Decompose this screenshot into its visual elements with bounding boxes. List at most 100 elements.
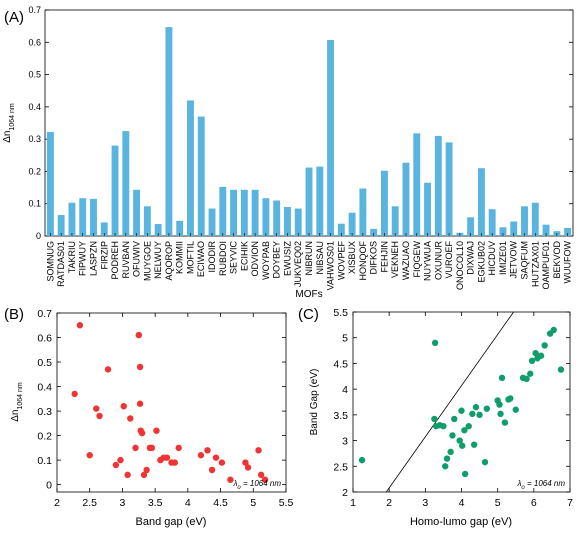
bar-jetvow — [510, 221, 518, 236]
panel-b-data-point — [76, 322, 84, 329]
bar-rubdoi — [219, 186, 227, 236]
panel-c-data-point — [431, 415, 438, 423]
bar-odvion — [251, 189, 259, 236]
panel-c-data-point — [458, 407, 465, 414]
bar-nibsau — [316, 166, 324, 236]
panel-a-ytick-label: 0.7 — [28, 5, 41, 15]
bar-imize01 — [499, 227, 507, 236]
panel-c-xtick-label: 7 — [567, 497, 573, 509]
xtick-label-nibsau: NIBSAU — [315, 241, 325, 275]
panel-c-ytick-label: 5.5 — [333, 307, 348, 319]
xtick-label-nuywua: NUYWUA — [423, 241, 433, 281]
bar-egkub02 — [477, 168, 485, 236]
panel-c-y-axis-label: Band Gap (eV) — [309, 369, 320, 436]
panel-c-data-point — [459, 442, 466, 449]
xtick-label-woypab: WOYPAB — [261, 241, 271, 280]
xtick-label-honqof: HONQOF — [358, 240, 368, 280]
panel-c-data-point — [470, 441, 478, 448]
panel-b-wavelength-note: λo = 1064 nm — [232, 479, 281, 491]
xtick-label-onocol10: ONOCOL10 — [455, 241, 465, 290]
panel-c-data-point — [451, 415, 458, 423]
bar-difkos — [370, 228, 378, 236]
bar-nelwuy — [154, 224, 162, 236]
bar-fipwuy — [79, 198, 87, 236]
xtick-label-wovpef: WOVPEF — [336, 241, 346, 281]
xtick-label-xisbux: XISBUX — [347, 241, 357, 274]
panel-a-bar-chart: 0 0.1 0.2 0.3 0.4 0.5 0.6 0.7 SOMNUG RATDAS01 TAKR… — [2, 5, 574, 300]
xtick-label-moftil: MOFTIL — [185, 241, 195, 274]
panel-c-wavelength-note: λo = 1064 nm — [516, 479, 565, 491]
panel-b-xtick-label: 5 — [250, 497, 256, 509]
xtick-label-aqorop: AQOROP — [164, 241, 174, 281]
panel-b-xtick-label: 2 — [54, 497, 60, 509]
panel-a-ytick-label: 0.5 — [28, 70, 41, 80]
panel-c-ytick-label: 3 — [342, 436, 348, 448]
panel-b-data-point — [132, 444, 139, 452]
bar-oxunur — [434, 135, 442, 236]
panel-b-data-point — [255, 447, 262, 454]
panel-b-ytick-label: 0.2 — [37, 431, 52, 443]
xtick-label-eciwao: ECIWAO — [196, 241, 206, 277]
xtick-label-wuufow: WUUFOW — [563, 241, 573, 284]
panel-c-data-point — [472, 403, 480, 411]
bar-doybey — [273, 200, 281, 236]
panel-b-xtick-label: 2.5 — [82, 497, 97, 509]
xtick-label-takriu: TAKRIU — [67, 241, 77, 273]
xtick-label-difkos: DIFKOS — [369, 241, 379, 275]
panel-b-ytick-label: 0.5 — [37, 357, 52, 369]
panel-c-data-point — [497, 410, 504, 418]
xtick-label-vekneh: VEKNEH — [390, 241, 400, 278]
bar-fiqgew — [413, 133, 421, 236]
panel-a-ytick-label: 0.4 — [28, 102, 41, 112]
xtick-label-oampuf01: OAMPUF01 — [541, 241, 551, 290]
xtick-label-laspzn: LASPZN — [88, 241, 98, 276]
xtick-label-ruvban: RUVBAN — [121, 241, 131, 279]
panel-c-data-point — [449, 432, 456, 439]
panel-c-data-point — [512, 406, 519, 413]
bar-hicduv — [488, 209, 496, 236]
bar-honqof — [359, 188, 367, 236]
bar-ewusiz — [284, 206, 291, 236]
panel-c-data-point — [528, 357, 536, 365]
xtick-label-seyvic: SEYVIC — [229, 241, 239, 275]
xtick-label-dixwaj: DIXWAJ — [466, 241, 476, 275]
panel-c-data-point — [523, 375, 530, 383]
bar-oampuf01 — [542, 224, 550, 236]
bar-idodir — [208, 208, 216, 236]
panel-b-data-point — [197, 452, 205, 459]
bar-takriu — [68, 202, 76, 236]
panel-b-data-point — [124, 471, 131, 479]
panel-c-data-point — [532, 349, 539, 357]
xtick-label-fiqgew: FIQGEW — [412, 240, 422, 277]
panel-b-ytick-label: 0.3 — [37, 406, 52, 418]
panel-a-label: (A) — [4, 9, 24, 26]
panel-b-x-axis-label: Band gap (eV) — [136, 516, 207, 528]
panel-b-data-point — [261, 476, 269, 483]
panel-c-data-point — [440, 422, 447, 430]
bar-seyvic — [230, 189, 238, 236]
panel-c-ytick-label: 4.5 — [333, 358, 348, 370]
panel-b-xtick-label: 3.5 — [148, 497, 163, 509]
bar-woypab — [262, 198, 270, 236]
panel-c-data-point — [537, 352, 545, 359]
panel-b-ytick-label: 0.7 — [37, 308, 52, 320]
panel-c-ytick-label: 2.5 — [333, 461, 348, 473]
xtick-label-rubdoi: RUBDOI — [218, 241, 228, 276]
panel-c-data-point — [541, 342, 548, 349]
bar-firzip — [100, 222, 108, 236]
panel-b-data-point — [112, 461, 120, 469]
panel-c-xtick-label: 1 — [350, 497, 356, 509]
panel-b-data-point — [208, 466, 216, 474]
bar-somnug — [46, 132, 54, 236]
panel-b-data-point — [227, 476, 234, 483]
panel-b-data-point — [135, 331, 142, 339]
bar-xisbux — [348, 212, 356, 236]
panel-c-ytick-label: 5 — [342, 333, 348, 345]
bar-laspzn — [90, 198, 97, 236]
xtick-label-wazuao: WAZUAO — [401, 241, 411, 280]
panel-c-data-point — [481, 458, 489, 466]
panel-b-ytick-label: 0 — [46, 480, 52, 492]
panel-c-data-point — [465, 422, 472, 430]
xtick-label-ofuwiv: OFUWIV — [132, 241, 142, 277]
panel-c-scatter-chart: 1 2 3 4 5 6 722.533.544.555.5λo = 1064 nmHomo-… — [298, 306, 573, 528]
